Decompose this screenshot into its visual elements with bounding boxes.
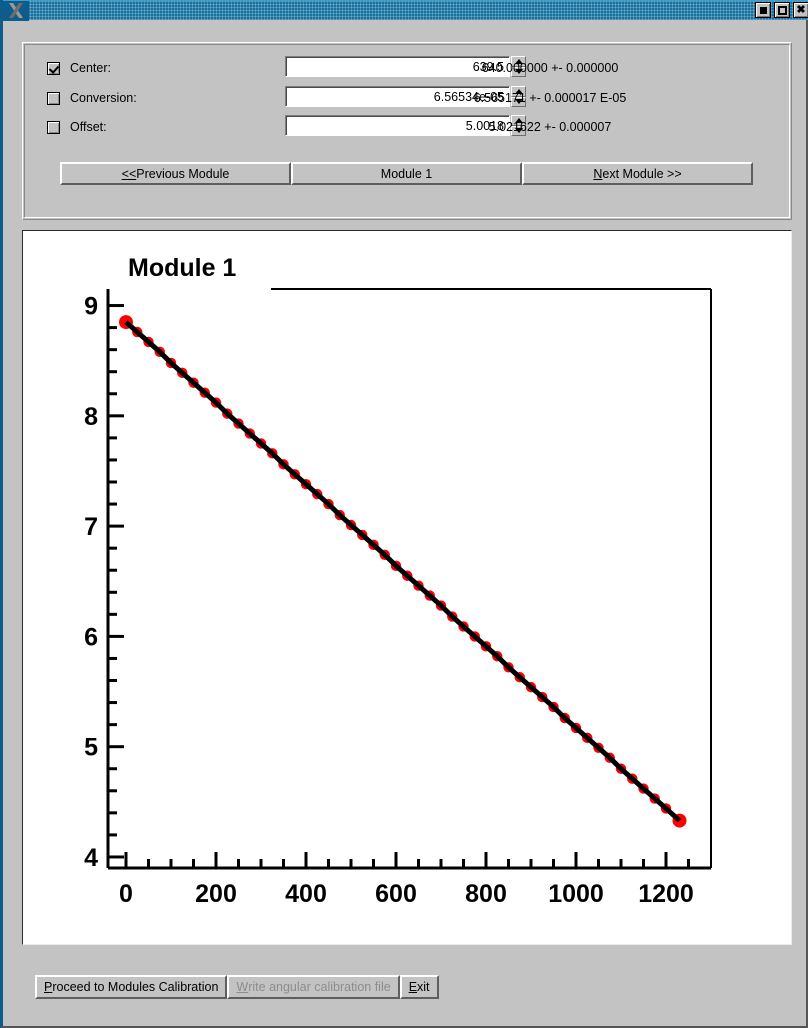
svg-text:400: 400 <box>285 880 327 908</box>
next-module-mnemonic: N <box>593 166 603 181</box>
result-offset: 5.021622 +- 0.000007 <box>488 120 612 134</box>
write-label: rite angular calibration file <box>248 980 391 994</box>
param-label-center: Center: <box>70 61 111 75</box>
input-conversion[interactable]: 6.56534e-05 <box>285 86 510 107</box>
svg-text:4: 4 <box>84 844 98 872</box>
param-input-group-conversion: 6.56534e-05 <box>285 86 526 107</box>
param-row-center: Center: <box>47 57 111 79</box>
svg-text:0: 0 <box>119 880 133 908</box>
write-mnemonic: W <box>236 980 249 994</box>
chart-canvas[interactable]: Module 1 4 5 6 7 8 9 0 200 400 600 800 1000 1200 <box>22 230 792 945</box>
param-label-conversion: Conversion: <box>70 91 137 105</box>
maximize-button[interactable] <box>774 2 790 18</box>
minimize-button[interactable] <box>755 2 771 18</box>
param-input-group-offset: 5.0018 <box>285 115 526 136</box>
maximize-icon <box>777 5 787 15</box>
x11-logo <box>3 0 29 21</box>
proceed-mnemonic: P <box>44 980 53 994</box>
previous-module-label: Previous Module <box>136 166 230 181</box>
current-module-label: Module 1 <box>380 166 433 181</box>
spinner-down-conversion[interactable] <box>511 96 526 107</box>
spinner-down-offset[interactable] <box>511 125 526 136</box>
svg-text:8: 8 <box>84 403 98 431</box>
spinner-offset <box>511 115 526 136</box>
svg-text:7: 7 <box>84 513 98 541</box>
param-row-conversion: Conversion: <box>47 87 137 109</box>
previous-module-button[interactable]: << Previous Module <box>60 162 291 185</box>
minimize-icon <box>759 6 767 14</box>
exit-label: xit <box>417 980 430 994</box>
param-input-group-center: 639.5 <box>285 56 526 77</box>
spinner-up-offset[interactable] <box>511 115 526 126</box>
checkbox-conversion[interactable] <box>47 91 60 105</box>
input-center[interactable]: 639.5 <box>285 56 510 77</box>
result-conversion: 6.565171 +- 0.000017 E-05 <box>473 91 627 105</box>
proceed-label: roceed to Modules Calibration <box>52 980 219 994</box>
close-icon: ✖ <box>796 4 806 16</box>
spinner-down-center[interactable] <box>511 66 526 77</box>
window-controls: ✖ <box>755 2 808 18</box>
input-offset[interactable]: 5.0018 <box>285 115 510 136</box>
title-bar[interactable]: ✖ <box>3 0 808 21</box>
caret-down-icon <box>514 99 523 105</box>
close-button[interactable]: ✖ <box>793 2 808 18</box>
svg-text:200: 200 <box>195 880 237 908</box>
svg-text:Module 1: Module 1 <box>128 254 236 282</box>
caret-down-icon <box>514 69 523 75</box>
param-row-offset: Offset: <box>47 116 107 138</box>
caret-down-icon <box>514 128 523 134</box>
svg-text:1000: 1000 <box>548 880 604 908</box>
svg-text:600: 600 <box>375 880 417 908</box>
parameters-panel-border <box>24 44 790 218</box>
current-module-button[interactable]: Module 1 <box>291 162 522 185</box>
title-bar-drag-area[interactable] <box>29 1 808 21</box>
next-module-label: ext Module >> <box>602 166 682 181</box>
exit-mnemonic: E <box>408 980 418 994</box>
svg-text:5: 5 <box>84 734 98 762</box>
svg-text:800: 800 <box>465 880 507 908</box>
caret-up-icon <box>514 117 523 123</box>
spinner-conversion <box>511 86 526 107</box>
svg-text:9: 9 <box>84 293 98 321</box>
calibration-plot: Module 1 4 5 6 7 8 9 0 200 400 600 800 1000 1200 <box>84 254 712 908</box>
spinner-center <box>511 56 526 77</box>
previous-module-mnemonic: << <box>121 166 137 181</box>
checkbox-offset[interactable] <box>47 120 60 134</box>
caret-up-icon <box>514 88 523 94</box>
result-center: 640.000000 +- 0.000000 <box>481 61 619 75</box>
spinner-up-conversion[interactable] <box>511 86 526 97</box>
spinner-up-center[interactable] <box>511 56 526 67</box>
svg-text:6: 6 <box>84 623 98 651</box>
checkbox-center[interactable] <box>47 61 60 75</box>
param-label-offset: Offset: <box>70 120 107 134</box>
caret-up-icon <box>514 58 523 64</box>
svg-text:1200: 1200 <box>638 880 694 908</box>
parameters-panel: Center: 639.5 640.000000 +- 0.000000 Con… <box>22 42 792 220</box>
